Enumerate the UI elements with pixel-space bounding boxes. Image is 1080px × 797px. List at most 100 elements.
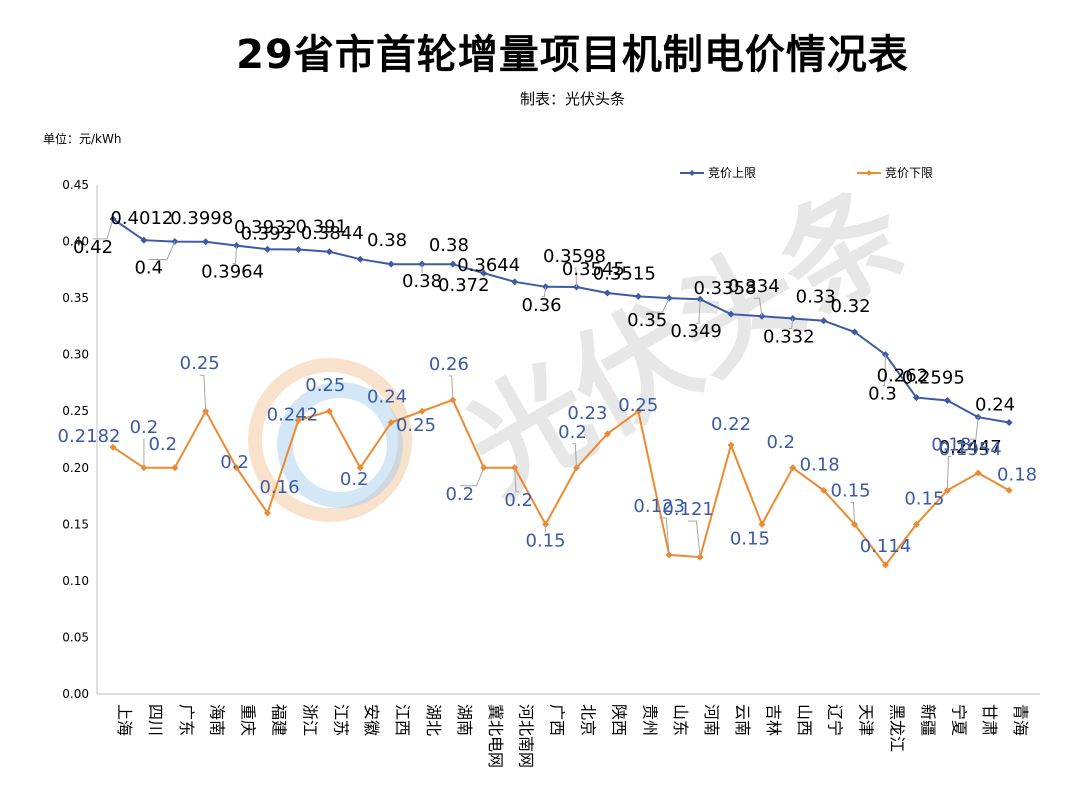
- y-tick-label: 0.05: [62, 630, 89, 644]
- x-tick-label: 海南: [208, 704, 227, 736]
- data-label: 0.15: [526, 530, 566, 551]
- data-point: [1005, 419, 1013, 427]
- x-tick-label: 陕西: [609, 704, 628, 736]
- label-leader-line: [148, 241, 176, 261]
- label-leader-line: [572, 443, 577, 468]
- data-label: 0.3844: [301, 223, 364, 244]
- data-label: 0.15: [831, 480, 871, 501]
- data-point: [511, 278, 519, 286]
- data-label: 0.2182: [58, 426, 121, 447]
- data-label: 0.3644: [457, 255, 520, 276]
- x-tick-label: 黑龙江: [888, 704, 907, 752]
- data-label: 0.24: [367, 387, 407, 408]
- data-point: [387, 419, 395, 427]
- label-leader-line: [199, 374, 207, 412]
- data-label: 0.33: [796, 287, 836, 308]
- data-point: [171, 464, 179, 472]
- data-label: 0.2595: [902, 367, 965, 388]
- data-label: 0.26: [429, 354, 469, 375]
- data-label: 0.3964: [201, 262, 264, 283]
- data-point: [974, 469, 982, 477]
- x-tick-label: 福建: [270, 704, 289, 736]
- x-tick-label: 辽宁: [826, 704, 845, 736]
- y-tick-label: 0.40: [62, 235, 89, 249]
- data-point: [603, 289, 611, 297]
- data-label: 0.3998: [170, 208, 233, 229]
- data-point: [820, 486, 828, 494]
- data-label: 0.22: [711, 414, 751, 435]
- data-label: 0.2: [148, 434, 177, 455]
- x-tick-label: 青海: [1011, 704, 1030, 736]
- watermark-logo-ring: [277, 382, 403, 508]
- data-label: 0.38: [402, 271, 442, 292]
- data-label: 0.2: [504, 490, 533, 511]
- data-label: 0.18: [931, 434, 971, 455]
- x-tick-label: 吉林: [764, 704, 783, 736]
- data-label: 0.3: [868, 384, 897, 405]
- data-point: [140, 236, 148, 244]
- data-label: 0.3358: [694, 278, 757, 299]
- label-leader-line: [541, 286, 547, 298]
- legend-label: 竞价下限: [885, 166, 933, 180]
- x-tick-label: 广西: [548, 704, 567, 736]
- y-tick-label: 0.45: [62, 178, 89, 192]
- data-label: 0.4012: [110, 208, 173, 229]
- unit-label: 单位：元/kWh: [43, 132, 122, 146]
- label-leader-line: [647, 297, 670, 313]
- x-tick-label: 广东: [177, 704, 196, 736]
- data-point: [202, 238, 210, 246]
- data-label: 0.25: [396, 415, 436, 436]
- data-label: 0.1954: [939, 439, 1002, 460]
- x-tick-label: 湖南: [455, 704, 474, 736]
- data-label: 0.38: [367, 230, 407, 251]
- data-label: 0.393: [241, 223, 293, 244]
- data-label: 0.3545: [562, 259, 625, 280]
- data-label: 0.2: [558, 422, 587, 443]
- data-label: 0.334: [728, 276, 780, 297]
- data-point: [634, 407, 642, 415]
- data-point: [943, 396, 951, 404]
- y-tick-label: 0.00: [62, 687, 89, 701]
- x-tick-label: 宁夏: [949, 704, 968, 736]
- data-point: [356, 255, 364, 263]
- data-point: [264, 509, 271, 517]
- data-point: [727, 310, 735, 318]
- y-tick-label: 0.10: [62, 574, 89, 588]
- label-leader-line: [882, 354, 886, 387]
- data-point: [325, 407, 333, 415]
- x-tick-label: 贵州: [640, 704, 659, 736]
- chart-subtitle: 制表：光伏头条: [519, 90, 625, 108]
- data-point: [449, 260, 457, 268]
- y-tick-label: 0.20: [62, 461, 89, 475]
- data-point: [851, 328, 859, 336]
- x-tick-label: 云南: [733, 704, 752, 736]
- data-point: [325, 248, 333, 256]
- y-tick-label: 0.35: [62, 291, 89, 305]
- data-label: 0.372: [438, 275, 490, 296]
- data-label: 0.3515: [593, 263, 656, 284]
- label-leader-line: [232, 245, 238, 265]
- x-tick-label: 四川: [146, 704, 165, 736]
- data-label: 0.23: [567, 403, 607, 424]
- chart-axes: 0.00 0.05 0.10 0.15 0.20 0.25 0.30 0.35 0.40 0.45…: [62, 178, 1040, 768]
- data-point: [882, 561, 889, 569]
- legend-marker: [689, 170, 695, 176]
- data-label: 0.114: [860, 536, 912, 557]
- data-point: [727, 441, 735, 449]
- data-label: 0.25: [180, 353, 220, 374]
- x-tick-label: 安徽: [362, 704, 381, 736]
- data-point: [480, 269, 488, 277]
- label-leader-line: [970, 417, 979, 440]
- label-leader-line: [574, 267, 577, 288]
- label-leader-line: [93, 218, 114, 240]
- data-label: 0.2: [445, 484, 474, 505]
- data-point: [820, 317, 828, 325]
- chart-title: 29省市首轮增量项目机制电价情况表: [236, 32, 909, 78]
- data-label: 0.262: [877, 366, 929, 387]
- x-tick-label: 江苏: [331, 704, 350, 736]
- y-tick-label: 0.15: [62, 517, 89, 531]
- label-leader-line: [850, 501, 856, 525]
- legend: 竞价上限 竞价下限: [680, 166, 933, 180]
